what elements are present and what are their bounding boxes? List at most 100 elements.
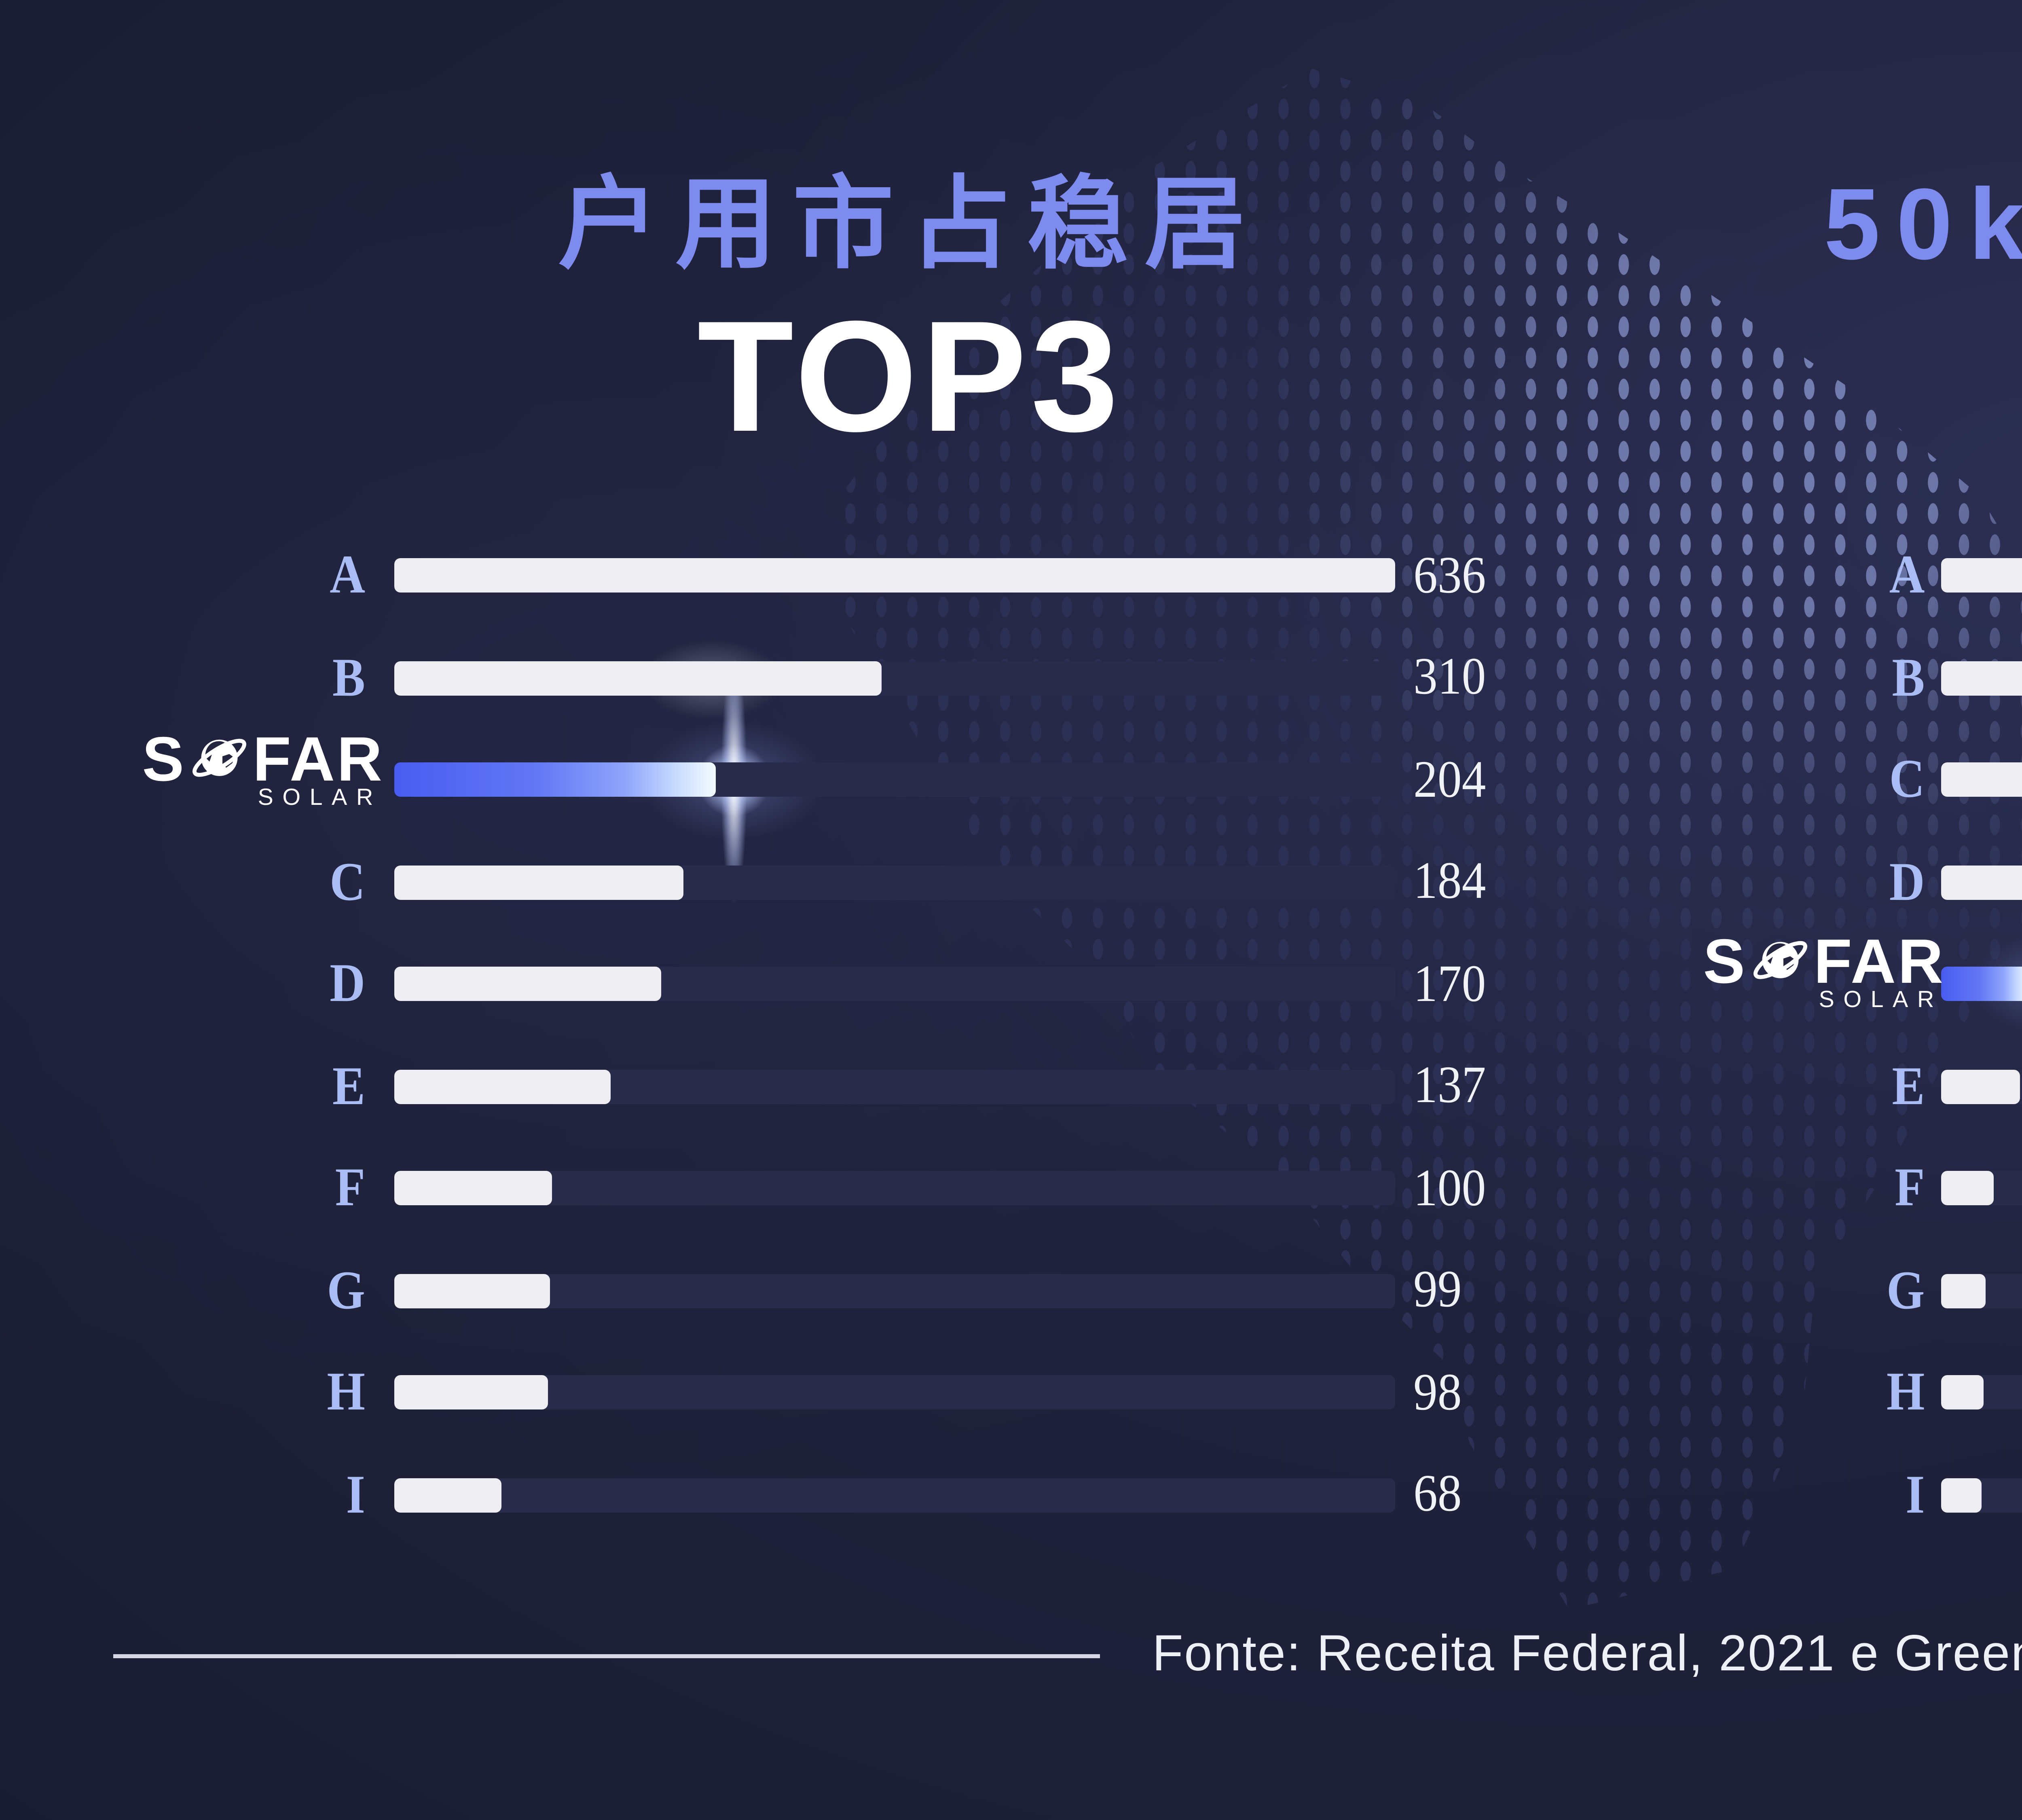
bar bbox=[1941, 1375, 1983, 1409]
bar-track bbox=[394, 1477, 1395, 1512]
bar-track bbox=[1941, 660, 2022, 695]
bar-row: B1,203 bbox=[1840, 646, 2022, 707]
bar-track bbox=[394, 762, 1395, 797]
bar-row: D214 bbox=[1840, 851, 2022, 911]
bar-row: F83 bbox=[1840, 1157, 2022, 1217]
bar-row: 137 bbox=[1840, 967, 2022, 1001]
bar-category-label: E bbox=[1892, 1054, 1925, 1115]
bar-row: G 99 bbox=[273, 1259, 1648, 1320]
bar bbox=[394, 1375, 549, 1409]
bar bbox=[394, 660, 882, 695]
bar-track bbox=[394, 1171, 1395, 1205]
bar bbox=[394, 864, 684, 899]
bar-value-label: 100 bbox=[1413, 1158, 1486, 1217]
bar-track bbox=[1941, 864, 2022, 899]
bar-category-label: F bbox=[1895, 1157, 1925, 1217]
bar bbox=[1941, 1477, 1982, 1512]
bar-track bbox=[1941, 1375, 2022, 1409]
bar-category-label: A bbox=[330, 544, 365, 605]
right-bar-chart: A1,567 B1,203 C511 D214 137 E124 F83 G70 H65 I64 bbox=[1840, 544, 2022, 1524]
bar bbox=[394, 1171, 552, 1205]
bar-row: H65 bbox=[1840, 1361, 2022, 1422]
bar-category-label: B bbox=[1892, 646, 1925, 707]
bar bbox=[1941, 660, 2022, 695]
bar-category-label: G bbox=[327, 1259, 365, 1320]
globe-orbit-icon bbox=[1753, 941, 1807, 979]
left-chart-title: 户用市占稳居 bbox=[558, 168, 1262, 281]
bar-track bbox=[394, 1375, 1395, 1409]
bar-track bbox=[1941, 558, 2022, 593]
bar-category-label: E bbox=[332, 1054, 365, 1115]
bar-category-label: I bbox=[1906, 1463, 1925, 1524]
left-chart-header: 户用市占稳居 TOP3 bbox=[263, 170, 1557, 457]
bar-value-label: 204 bbox=[1413, 749, 1486, 808]
bar-row: H 98 bbox=[273, 1361, 1648, 1422]
right-chart-header: 50kW及以上电站市占稳居 TOP5 bbox=[1824, 170, 2022, 457]
bar-track bbox=[394, 864, 1395, 899]
bar-track bbox=[394, 558, 1395, 593]
bar-track bbox=[1941, 967, 2022, 1001]
bar-category-label: C bbox=[330, 850, 365, 911]
bar bbox=[394, 558, 1395, 593]
bar-track bbox=[1941, 1273, 2022, 1308]
sofar-solar-logo-right: S FAR SOLAR bbox=[1642, 930, 1945, 1015]
bar-category-label: G bbox=[1886, 1259, 1925, 1320]
bar-row: F 100 bbox=[273, 1157, 1648, 1217]
bar bbox=[394, 1273, 550, 1308]
bar-track bbox=[394, 967, 1395, 1001]
bar bbox=[1941, 762, 2022, 797]
logo-wordmark: S FAR bbox=[81, 728, 384, 791]
right-chart-rank-title: TOP5 bbox=[1824, 295, 2022, 457]
bar bbox=[394, 1477, 501, 1512]
bar-value-label: 170 bbox=[1413, 953, 1486, 1012]
bar-row: E 137 bbox=[273, 1055, 1648, 1115]
bar-category-label: H bbox=[327, 1361, 365, 1422]
bar-value-label: 68 bbox=[1413, 1464, 1462, 1523]
logo-text-solar: SOLAR bbox=[258, 787, 382, 811]
bar-row: I64 bbox=[1840, 1463, 2022, 1524]
logo-text-s: S bbox=[142, 724, 186, 795]
bar-track bbox=[1941, 1171, 2022, 1205]
bar-value-label: 98 bbox=[1413, 1362, 1462, 1421]
bar-track bbox=[394, 1273, 1395, 1308]
bar-category-label: D bbox=[1889, 850, 1925, 911]
bar-row: B 310 bbox=[273, 646, 1648, 707]
globe-orbit-icon bbox=[192, 739, 246, 777]
bar-row: A 636 bbox=[273, 544, 1648, 605]
bar-category-label: F bbox=[335, 1157, 365, 1217]
bar-highlight-sofar bbox=[1941, 967, 2022, 1001]
bar bbox=[394, 1069, 610, 1103]
bar bbox=[1941, 864, 2022, 899]
bar-category-label: D bbox=[330, 952, 365, 1013]
bar-value-label: 99 bbox=[1413, 1260, 1462, 1318]
logo-text-far: FAR bbox=[1814, 926, 1945, 997]
footer-source: Fonte: Receita Federal, 2021 e Greener bbox=[113, 1626, 2022, 1685]
bar-row: D 170 bbox=[273, 952, 1648, 1013]
bar-track bbox=[394, 1069, 1395, 1103]
bar-row: E124 bbox=[1840, 1055, 2022, 1115]
bar-value-label: 184 bbox=[1413, 851, 1486, 910]
bar-row: 204 bbox=[273, 749, 1648, 808]
bar bbox=[1941, 558, 2022, 593]
bar-highlight-sofar bbox=[394, 762, 715, 797]
bar-row: G70 bbox=[1840, 1259, 2022, 1320]
bar-row: C 184 bbox=[273, 851, 1648, 911]
bar-value-label: 310 bbox=[1413, 647, 1486, 706]
bar bbox=[1941, 1069, 2021, 1103]
bar bbox=[394, 967, 662, 1001]
bar-track bbox=[394, 660, 1395, 695]
logo-text-s: S bbox=[1703, 926, 1747, 997]
bar-row: I 68 bbox=[273, 1463, 1648, 1524]
bar-category-label: B bbox=[332, 646, 365, 707]
bar-value-label: 636 bbox=[1413, 545, 1486, 604]
logo-wordmark: S FAR bbox=[1642, 930, 1945, 993]
bar-category-label: H bbox=[1886, 1361, 1925, 1422]
bar bbox=[1941, 1273, 1986, 1308]
bar-track bbox=[1941, 1477, 2022, 1512]
bar-track bbox=[1941, 1069, 2022, 1103]
bar-category-label: I bbox=[346, 1463, 365, 1524]
left-chart-rank-title: TOP3 bbox=[697, 287, 1123, 465]
source-text: Fonte: Receita Federal, 2021 e Greener bbox=[1152, 1626, 2022, 1682]
bar-row: A1,567 bbox=[1840, 544, 2022, 605]
